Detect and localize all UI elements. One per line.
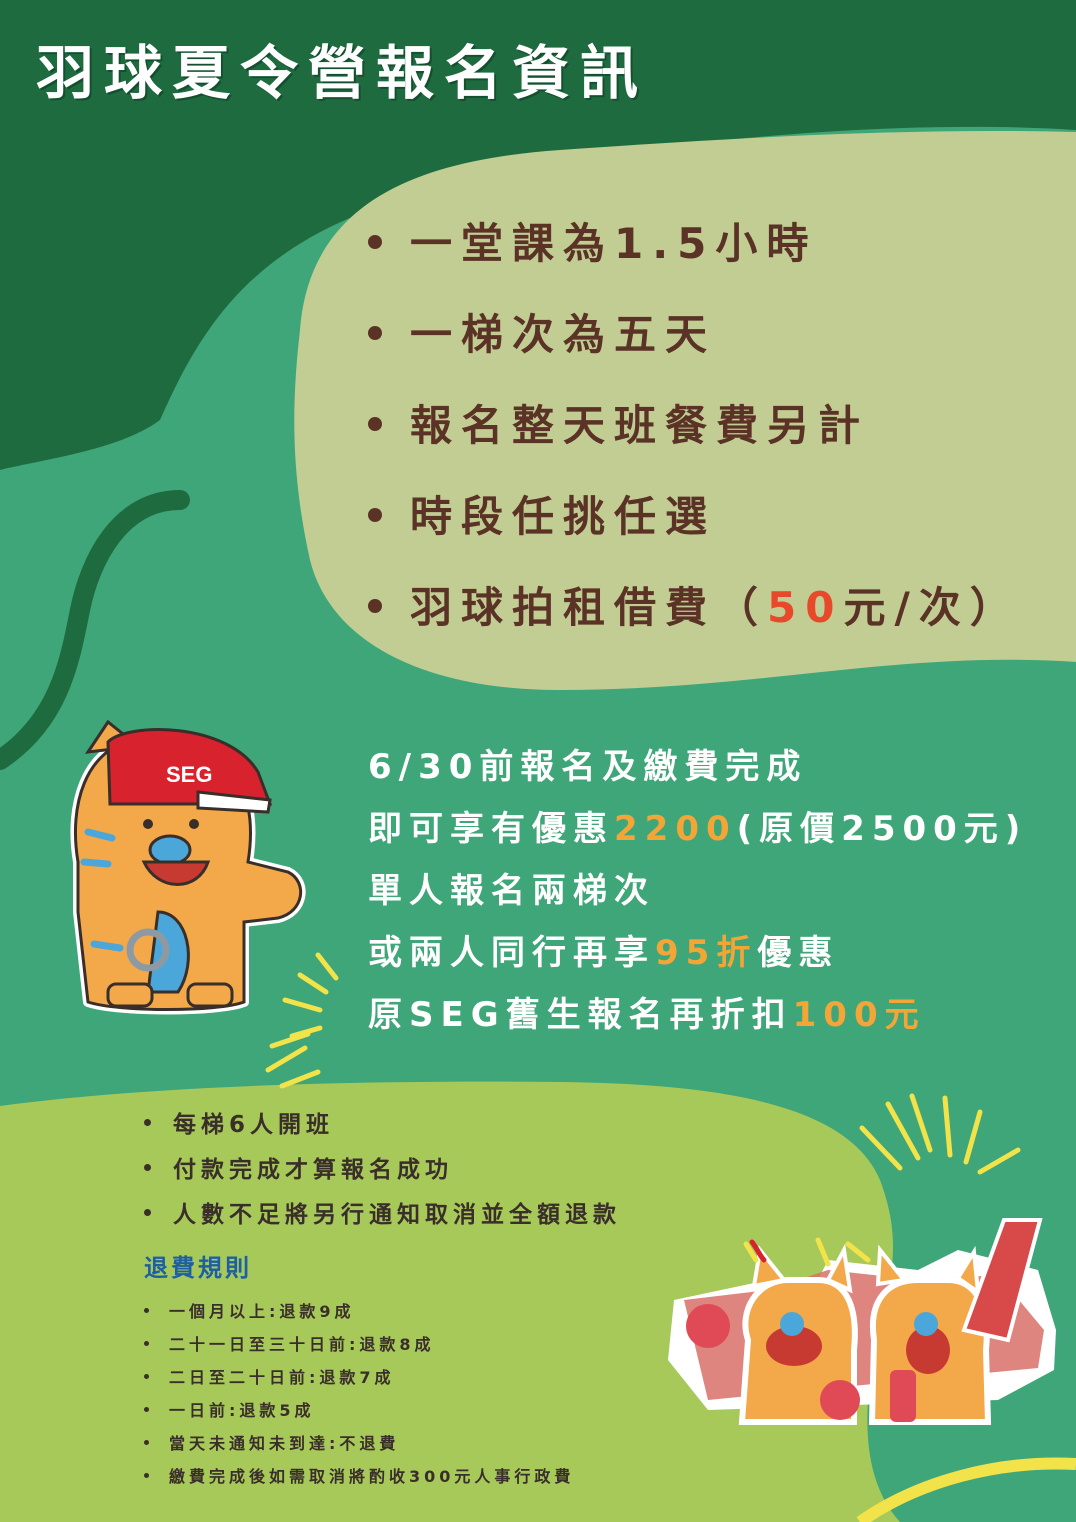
feature-list: 一堂課為1.5小時 一梯次為五天 報名整天班餐費另計 時段任挑任選 羽球拍租借費… — [368, 218, 1021, 673]
bullet-icon — [368, 325, 382, 340]
refund-rules-list: 一個月以上:退款9成 二十一日至三十日前:退款8成 二日至二十日前:退款7成 一… — [144, 1298, 574, 1496]
feature-item: 報名整天班餐費另計 — [368, 400, 1021, 491]
tiger-mascots-cheering — [668, 1218, 1056, 1425]
bullet-icon — [368, 234, 382, 249]
sparkle-lines-left — [265, 952, 339, 1089]
promo-line: 單人報名兩梯次 — [368, 871, 655, 911]
page-title: 羽球夏令營報名資訊 — [36, 39, 649, 107]
bullet-icon — [144, 1374, 149, 1379]
bullet-icon — [144, 1440, 149, 1445]
promo-amount: 100元 — [792, 995, 926, 1035]
notes-list: 每梯6人開班 付款完成才算報名成功 人數不足將另行通知取消並全額退款 — [144, 1106, 621, 1241]
bullet-icon — [368, 598, 382, 613]
feature-item: 時段任挑任選 — [368, 491, 1021, 582]
bullet-icon — [144, 1473, 149, 1478]
refund-title: 退費規則 — [144, 1254, 252, 1282]
bullet-icon — [144, 1164, 151, 1171]
note-item: 付款完成才算報名成功 — [144, 1151, 621, 1196]
tiger-mascot-pointing: SEG — [70, 719, 306, 1015]
sparkle-lines-right — [859, 1093, 1021, 1175]
promo-discount: 95折 — [655, 933, 758, 973]
feature-item: 羽球拍租借費（50元/次） — [368, 582, 1021, 673]
bullet-icon — [144, 1209, 151, 1216]
bullet-icon — [144, 1341, 149, 1346]
bullet-icon — [144, 1407, 149, 1412]
feature-item: 一梯次為五天 — [368, 309, 1021, 400]
mascot-cap-text: SEG — [166, 762, 212, 787]
bullet-icon — [368, 507, 382, 522]
bullet-icon — [144, 1308, 149, 1313]
feature-item: 一堂課為1.5小時 — [368, 218, 1021, 309]
note-item: 人數不足將另行通知取消並全額退款 — [144, 1196, 621, 1241]
refund-rule: 繳費完成後如需取消將酌收300元人事行政費 — [144, 1463, 574, 1496]
refund-rule: 當天未通知未到達:不退費 — [144, 1430, 574, 1463]
rental-price: 50 — [767, 583, 844, 632]
bullet-icon — [144, 1119, 151, 1126]
promo-line: 6/30前報名及繳費完成 — [368, 747, 808, 787]
refund-rule: 一個月以上:退款9成 — [144, 1298, 574, 1331]
note-item: 每梯6人開班 — [144, 1106, 621, 1151]
promo-block: 6/30前報名及繳費完成 即可享有優惠2200(原價2500元) 單人報名兩梯次… — [368, 742, 1027, 1052]
promo-line: 或兩人同行再享95折優惠 — [368, 933, 840, 973]
refund-rule: 一日前:退款5成 — [144, 1397, 574, 1430]
promo-price: 2200 — [614, 809, 737, 849]
refund-rule: 二日至二十日前:退款7成 — [144, 1364, 574, 1397]
bullet-icon — [368, 416, 382, 431]
promo-line: 即可享有優惠2200(原價2500元) — [368, 809, 1028, 849]
refund-rule: 二十一日至三十日前:退款8成 — [144, 1331, 574, 1364]
promo-line: 原SEG舊生報名再折扣100元 — [368, 995, 926, 1035]
